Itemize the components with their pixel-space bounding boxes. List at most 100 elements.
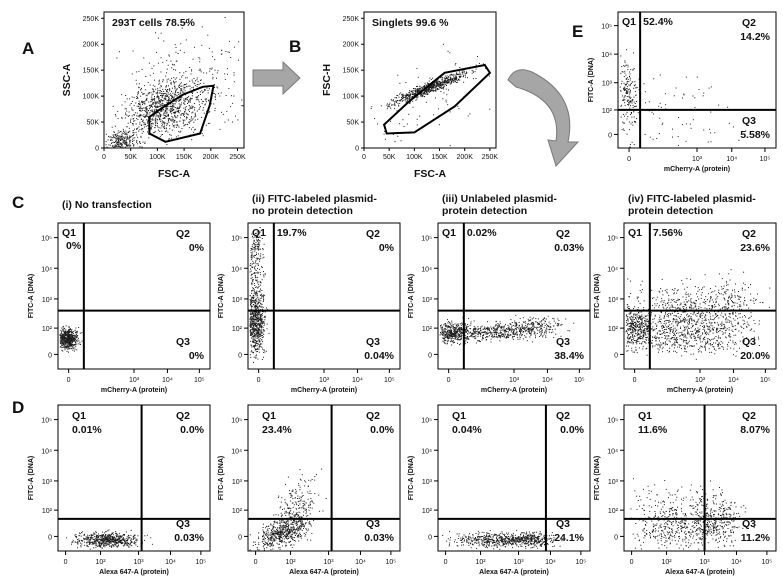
event-dot xyxy=(405,98,407,100)
event-dot xyxy=(160,32,162,34)
event-dot xyxy=(634,106,636,108)
event-dot xyxy=(254,301,256,303)
event-dot xyxy=(253,328,255,330)
event-dot xyxy=(255,237,257,239)
event-dot xyxy=(519,327,521,329)
event-dot xyxy=(143,110,145,112)
q1-label: Q1 xyxy=(252,227,266,239)
event-dot xyxy=(433,83,435,85)
event-dot xyxy=(407,94,409,95)
event-dot xyxy=(639,333,641,335)
event-dot xyxy=(432,77,434,79)
event-dot xyxy=(500,326,502,328)
event-dot xyxy=(112,137,114,139)
event-dot xyxy=(198,101,200,103)
event-dot xyxy=(159,136,161,138)
event-dot xyxy=(254,302,256,303)
event-dot xyxy=(433,84,434,86)
event-dot xyxy=(626,49,628,51)
event-dot xyxy=(251,292,253,294)
event-dot xyxy=(260,320,262,322)
event-dot xyxy=(189,67,191,68)
event-dot xyxy=(107,139,109,141)
event-dot xyxy=(417,85,418,87)
event-dot xyxy=(426,88,428,90)
event-dot xyxy=(541,325,543,327)
event-dot xyxy=(626,77,628,79)
event-dot xyxy=(629,129,630,131)
event-dot xyxy=(537,318,539,320)
event-dot xyxy=(160,134,162,136)
event-dot xyxy=(263,294,265,296)
event-dot xyxy=(629,88,630,90)
event-dot xyxy=(623,76,625,78)
event-dot xyxy=(417,88,419,90)
event-dot xyxy=(224,121,226,123)
event-dot xyxy=(631,116,633,118)
event-dot xyxy=(161,92,163,94)
event-dot xyxy=(512,330,514,332)
event-dot xyxy=(264,273,266,275)
event-dot xyxy=(502,329,504,331)
event-dot xyxy=(193,131,194,133)
event-dot xyxy=(255,263,257,265)
event-dot xyxy=(513,336,515,337)
event-dot xyxy=(250,268,252,270)
event-dot xyxy=(260,343,262,345)
event-dot xyxy=(258,312,260,314)
event-dot xyxy=(251,350,253,352)
event-dot xyxy=(708,87,710,89)
event-dot xyxy=(62,342,64,344)
event-dot xyxy=(125,132,126,134)
event-dot xyxy=(255,265,257,267)
event-dot xyxy=(62,328,64,330)
event-dot xyxy=(122,128,124,130)
event-dot xyxy=(64,346,66,347)
event-dot xyxy=(257,257,258,259)
event-dot xyxy=(261,332,263,334)
dots-C-ii xyxy=(249,227,270,363)
event-dot xyxy=(124,131,125,133)
event-dot xyxy=(415,88,417,90)
event-dot xyxy=(529,330,531,332)
event-dot xyxy=(501,336,503,338)
event-dot xyxy=(541,329,543,331)
event-dot xyxy=(531,318,533,320)
event-dot xyxy=(170,60,172,62)
event-dot xyxy=(161,108,163,110)
event-dot xyxy=(164,98,166,100)
event-dot xyxy=(417,96,419,98)
event-dot xyxy=(621,80,623,82)
event-dot xyxy=(402,97,404,99)
x-tick-label: 10⁵ xyxy=(574,377,585,384)
event-dot xyxy=(153,97,155,99)
event-dot xyxy=(214,107,216,109)
event-dot xyxy=(138,86,140,88)
event-dot xyxy=(514,328,516,330)
event-dot xyxy=(112,134,114,136)
event-dot xyxy=(544,317,545,319)
event-dot xyxy=(518,326,520,328)
event-dot xyxy=(71,335,73,337)
event-dot xyxy=(252,329,254,331)
dots-E xyxy=(619,49,747,148)
event-dot xyxy=(393,104,395,106)
event-dot xyxy=(546,323,547,325)
event-dot xyxy=(67,330,68,332)
event-dot xyxy=(383,133,385,135)
event-dot xyxy=(627,66,629,68)
event-dot xyxy=(709,128,711,130)
event-dot xyxy=(161,100,163,102)
event-dot xyxy=(157,115,159,117)
event-dot xyxy=(144,116,146,117)
event-dot xyxy=(167,92,169,94)
event-dot xyxy=(478,328,480,330)
event-dot xyxy=(205,98,207,100)
event-dot xyxy=(253,346,255,348)
event-dot xyxy=(250,247,252,249)
event-dot xyxy=(185,109,187,111)
event-dot xyxy=(151,126,153,128)
event-dot xyxy=(255,248,257,250)
event-dot xyxy=(463,75,464,77)
event-dot xyxy=(465,328,467,330)
